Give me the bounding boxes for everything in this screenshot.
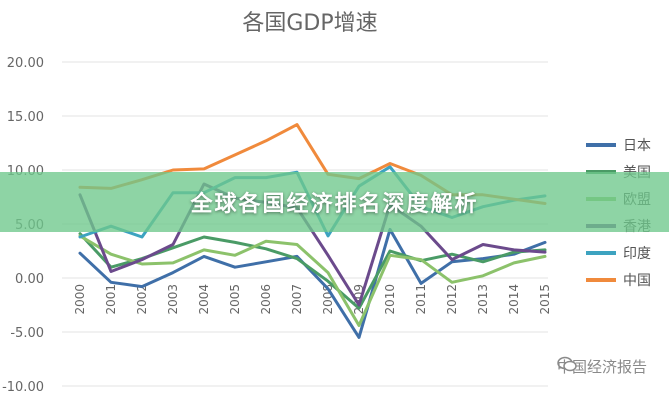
x-tick-label: 2012 [445, 284, 459, 315]
series-line [78, 227, 547, 339]
x-tick-label: 2010 [383, 284, 397, 315]
y-tick-label: 15.00 [7, 110, 44, 125]
legend-label: 印度 [623, 246, 651, 262]
title-banner: 全球各国经济排名深度解析 [0, 172, 669, 232]
x-tick-label: 2011 [414, 284, 428, 315]
x-tick-label: 2007 [290, 284, 304, 315]
wechat-icon [557, 356, 577, 372]
watermark: 中国经济报告 [557, 356, 647, 377]
watermark-text: 中国经济报告 [556, 358, 647, 376]
banner-text: 全球各国经济排名深度解析 [190, 192, 479, 217]
x-tick-label: 2013 [476, 284, 490, 315]
y-tick-label: 0.00 [15, 272, 44, 287]
x-tick-label: 2004 [197, 284, 211, 315]
legend-label: 中国 [623, 273, 651, 289]
x-tick-label: 2000 [73, 284, 87, 315]
x-tick-label: 2006 [259, 284, 273, 315]
y-tick-label: -5.00 [10, 326, 44, 341]
chart-title: 各国GDP增速 [242, 11, 377, 36]
x-tick-label: 2002 [135, 284, 149, 315]
x-tick-label: 2005 [228, 284, 242, 315]
x-axis-labels: 2000 2001 2002 2003 2004 2005 2006 2007 2008 2009… [73, 284, 552, 315]
x-tick-label: 2014 [507, 284, 521, 315]
legend-label: 日本 [623, 138, 651, 154]
series-line [78, 234, 547, 327]
x-tick-label: 2003 [166, 284, 180, 315]
y-tick-label: -10.00 [2, 380, 44, 395]
x-tick-label: 2015 [538, 284, 552, 315]
y-tick-label: 20.00 [7, 56, 44, 71]
x-tick-label: 2001 [104, 284, 118, 315]
